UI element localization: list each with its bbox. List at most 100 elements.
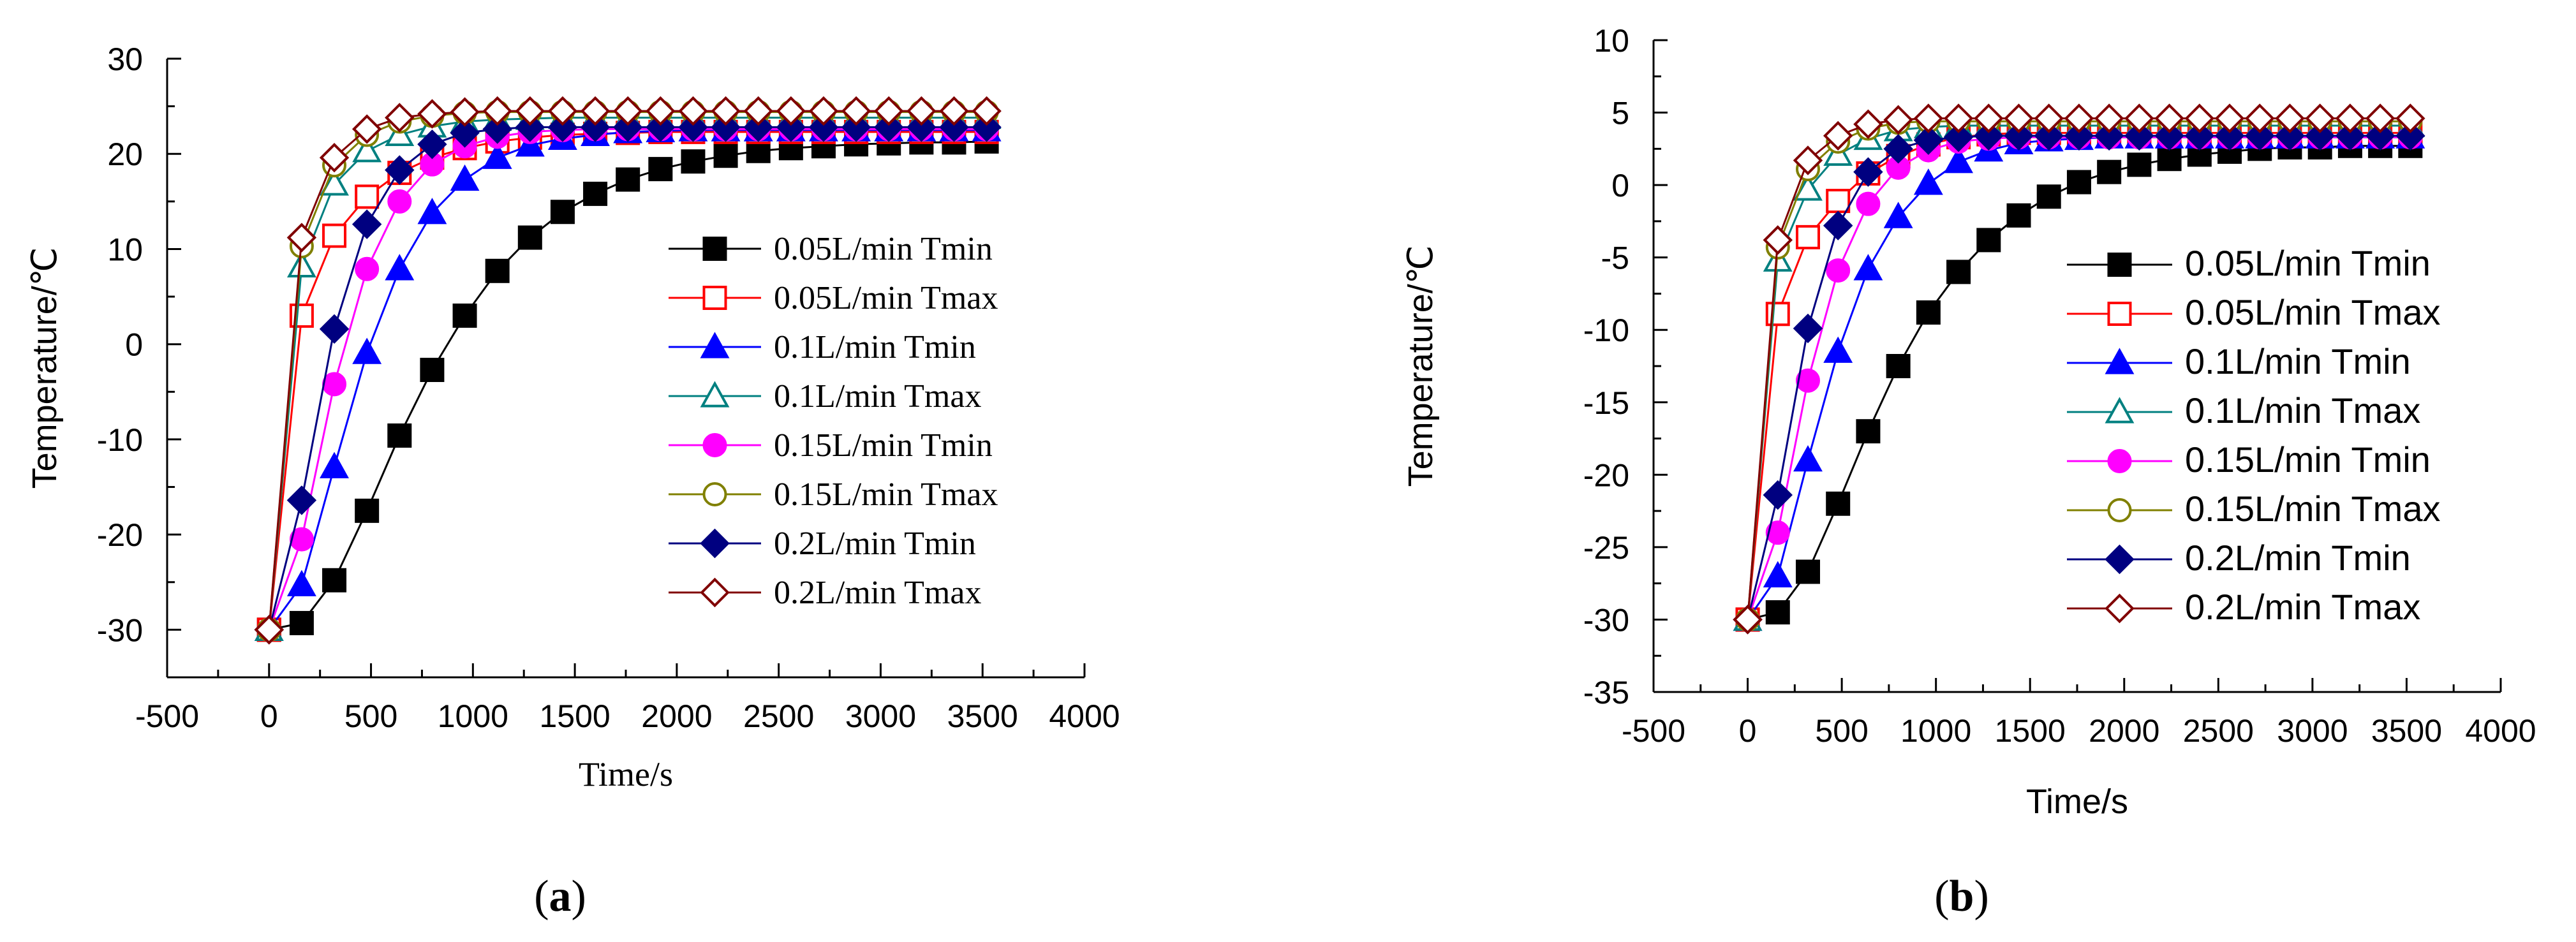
data-point	[352, 136, 382, 163]
data-point	[352, 337, 382, 364]
data-point	[286, 223, 317, 253]
data-point	[385, 254, 415, 281]
legend-item: 0.05L/min Tmin	[669, 231, 993, 267]
x-tick-label: 3000	[2277, 713, 2348, 749]
data-point	[550, 200, 575, 224]
data-point	[1795, 368, 1820, 393]
panel-caption: (a)	[534, 872, 586, 921]
legend-item: 0.15L/min Tmax	[2067, 489, 2440, 529]
data-point	[711, 96, 741, 126]
data-point	[385, 103, 415, 133]
data-point	[2214, 121, 2245, 151]
x-tick-label: 4000	[1049, 698, 1120, 734]
data-point	[2305, 121, 2335, 151]
legend-item: 0.1L/min Tmax	[669, 378, 981, 415]
data-point	[517, 225, 542, 250]
data-point	[907, 96, 936, 126]
data-point	[286, 570, 316, 596]
legend-label: 0.15L/min Tmax	[2185, 489, 2440, 529]
data-point	[616, 167, 640, 192]
data-point	[450, 164, 480, 191]
data-point	[2004, 121, 2034, 151]
caption-paren: )	[572, 872, 586, 921]
x-tick-label: 1000	[438, 698, 508, 734]
x-tick-label: -500	[1622, 713, 1685, 749]
legend-label: 0.15L/min Tmin	[774, 427, 993, 464]
legend-label: 0.2L/min Tmin	[2185, 538, 2411, 578]
data-point	[452, 303, 477, 328]
legend-item: 0.1L/min Tmin	[2067, 341, 2411, 381]
data-point	[1853, 254, 1883, 281]
data-point	[2245, 103, 2275, 133]
y-tick-label: -20	[1583, 457, 1629, 493]
data-point	[2127, 152, 2152, 177]
data-point	[485, 258, 510, 283]
legend-label: 0.2L/min Tmax	[774, 575, 981, 611]
chart-panel-a: -500 0 500 1000 1500 2000 2500 3000 3500 4000 -30 -…	[26, 41, 1120, 921]
data-point	[713, 144, 738, 168]
data-point	[1853, 157, 1883, 187]
data-point	[2094, 121, 2124, 151]
data-point	[1823, 121, 1853, 151]
data-point	[939, 112, 969, 142]
legend-label: 0.05L/min Tmin	[774, 231, 993, 267]
data-point	[972, 112, 1002, 142]
data-point	[678, 96, 708, 126]
data-point	[2064, 121, 2094, 151]
data-point	[289, 527, 314, 552]
data-point	[2214, 103, 2245, 133]
data-point	[1793, 174, 1823, 201]
data-point	[2124, 103, 2154, 133]
legend-marker	[2107, 253, 2132, 277]
x-tick-label: 1500	[539, 698, 610, 734]
data-point	[2036, 184, 2061, 209]
data-point	[1974, 121, 2004, 151]
data-point	[1765, 302, 1790, 327]
data-point	[254, 615, 285, 645]
data-point	[2305, 103, 2335, 133]
chart-panel-b: -500 0 500 1000 1500 2000 2500 3000 3500 4000 -35 -…	[1402, 23, 2536, 921]
data-point	[1883, 202, 1913, 228]
data-point	[387, 189, 412, 214]
data-point	[482, 142, 512, 169]
x-tick-label: 500	[344, 698, 397, 734]
data-point	[1826, 189, 1851, 214]
x-tick-label: 1000	[1900, 713, 1971, 749]
data-point	[1883, 105, 1913, 135]
data-point	[873, 112, 904, 142]
data-point	[1793, 313, 1823, 344]
x-axis-title: Time/s	[2026, 783, 2128, 821]
x-tick-label: 500	[1815, 713, 1868, 749]
data-point	[1883, 134, 1913, 164]
data-point	[2365, 121, 2395, 151]
data-point	[1916, 300, 1941, 325]
data-point	[907, 112, 936, 142]
data-point	[873, 96, 904, 126]
data-point	[1944, 147, 1974, 173]
y-tick-label: -20	[97, 517, 143, 553]
data-point	[2064, 103, 2094, 133]
legend-label: 0.1L/min Tmin	[2185, 341, 2411, 381]
series-6	[254, 112, 1002, 645]
data-point	[681, 149, 706, 174]
data-point	[2184, 103, 2215, 133]
data-point	[580, 112, 611, 142]
data-point	[743, 112, 773, 142]
data-point	[678, 112, 708, 142]
x-tick-label: 3000	[845, 698, 916, 734]
data-point	[1793, 145, 1823, 175]
data-point	[2157, 147, 2182, 172]
data-point	[2275, 121, 2305, 151]
data-point	[648, 157, 673, 182]
data-point	[583, 181, 608, 206]
legend-label: 0.1L/min Tmax	[774, 378, 981, 415]
data-point	[2245, 121, 2275, 151]
data-point	[2004, 103, 2034, 133]
data-point	[319, 142, 350, 173]
data-point	[1793, 445, 1823, 472]
y-tick-label: -15	[1583, 385, 1629, 421]
data-point	[2097, 159, 2122, 184]
data-point	[2275, 103, 2305, 133]
data-point	[1763, 225, 1793, 255]
